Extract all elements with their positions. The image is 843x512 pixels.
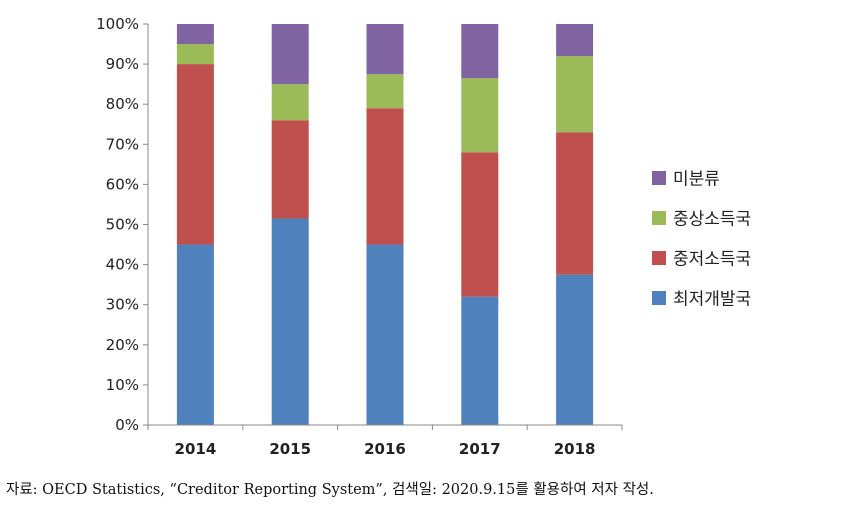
bar-segment (461, 24, 499, 79)
bar-segment (176, 244, 214, 425)
y-tick-label: 0% (115, 416, 139, 434)
bar-segment (556, 56, 594, 133)
axes (147, 24, 623, 430)
bar-segment (461, 152, 499, 297)
x-tick-label: 2014 (175, 440, 217, 458)
legend-swatch (652, 211, 666, 225)
y-tick-label: 90% (106, 55, 139, 73)
x-tick-label: 2016 (364, 440, 406, 458)
bar-segment (556, 24, 594, 57)
bar-segment (271, 24, 309, 85)
bar-segment (176, 44, 214, 65)
y-tick-label: 20% (106, 336, 139, 354)
x-tick-label: 2017 (459, 440, 501, 458)
y-tick-label: 60% (106, 175, 139, 193)
legend-label: 최저개발국 (673, 290, 751, 310)
legend-label: 중저소득국 (673, 250, 751, 270)
y-tick-label: 40% (106, 256, 139, 274)
bar-segment (461, 78, 499, 153)
source-note: 자료: OECD Statistics, “Creditor Reporting… (6, 482, 654, 498)
legend-swatch (652, 251, 666, 265)
bar-segment (556, 274, 594, 425)
bar-segment (556, 132, 594, 275)
bar-segment (271, 218, 309, 425)
y-tick-label: 80% (106, 95, 139, 113)
x-tick-label: 2015 (269, 440, 311, 458)
x-tick-label: 2018 (554, 440, 596, 458)
y-tick-label: 70% (106, 135, 139, 153)
y-tick-label: 30% (106, 296, 139, 314)
y-axis-ticks: 0% 10% 20% 30% 40% 50% 60% 70% 80% 90% 100% (96, 15, 148, 434)
bar-stacks (176, 24, 594, 425)
legend-swatch (652, 291, 666, 305)
x-axis-labels: 2014 2015 2016 2017 2018 (175, 440, 596, 458)
legend-label: 중상소득국 (673, 210, 751, 230)
bar-segment (366, 74, 404, 109)
bar-segment (366, 244, 404, 425)
bar-segment (461, 296, 499, 425)
legend-swatch (652, 171, 666, 185)
bar-segment (176, 24, 214, 45)
y-tick-label: 100% (96, 15, 139, 33)
bar-segment (271, 120, 309, 219)
bar-segment (176, 64, 214, 245)
stacked-bar-chart: 0%10%20%30%40%50%60%70%80%90%100% 2014 20… (96, 15, 751, 458)
bar-segment (271, 84, 309, 121)
y-tick-label: 10% (106, 376, 139, 394)
y-tick-label: 50% (106, 216, 139, 234)
bar-segment (366, 108, 404, 245)
legend-label: 미분류 (673, 170, 720, 190)
bar-segment (366, 24, 404, 75)
